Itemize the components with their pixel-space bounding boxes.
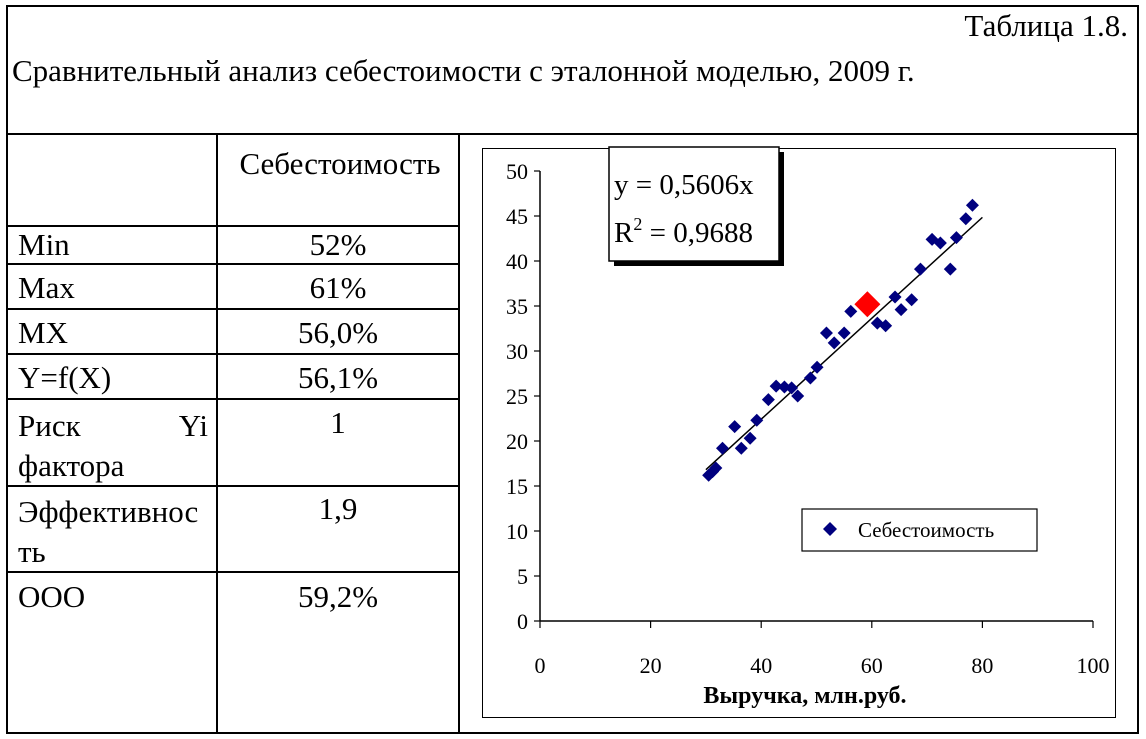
- r2-superscript: 2: [633, 214, 642, 234]
- row-label: Риск Yi фактора: [18, 408, 208, 483]
- row-value: 59,2%: [297, 579, 379, 614]
- row-divider: [6, 353, 458, 355]
- data-point: [728, 420, 742, 434]
- x-tick-label: 80: [971, 653, 993, 678]
- title-divider: [6, 133, 1139, 135]
- r2-label: R: [614, 217, 634, 249]
- y-tick-label: 50: [506, 159, 528, 184]
- x-axis-label: Выручка, млн.руб.: [703, 683, 906, 709]
- row-divider: [6, 225, 458, 227]
- highlight-point: [854, 291, 881, 318]
- data-point: [933, 236, 947, 250]
- chart-box: [482, 148, 1116, 718]
- table-frame: [6, 5, 1139, 734]
- data-point: [894, 303, 908, 317]
- y-tick-label: 30: [506, 339, 528, 364]
- x-tick-label: 0: [535, 653, 546, 678]
- row-divider: [6, 308, 458, 310]
- col-divider-2: [458, 133, 460, 734]
- data-point: [913, 262, 927, 276]
- x-tick-label: 100: [1077, 653, 1110, 678]
- y-tick-label: 25: [506, 384, 528, 409]
- data-point: [810, 360, 824, 374]
- y-tick-label: 40: [506, 249, 528, 274]
- data-point: [844, 304, 858, 318]
- legend-marker: [823, 522, 837, 536]
- data-point: [734, 441, 748, 455]
- y-tick-label: 15: [506, 474, 528, 499]
- data-point: [769, 379, 783, 393]
- table-title: Сравнительный анализ себестоимости с эта…: [12, 53, 915, 88]
- row-value: 52%: [309, 227, 367, 262]
- row-label: Y=f(X): [18, 360, 112, 395]
- legend-box: [801, 508, 1038, 552]
- r2-text: R2 = 0,9688: [614, 214, 753, 249]
- row-value: 56,0%: [297, 315, 379, 350]
- x-tick-label: 60: [861, 653, 883, 678]
- r2-value: = 0,9688: [642, 217, 753, 249]
- row-divider: [6, 485, 458, 487]
- data-point: [827, 336, 841, 350]
- data-point: [888, 290, 902, 304]
- row-divider: [6, 398, 458, 400]
- row-label: Эффективность: [18, 494, 199, 569]
- y-tick-label: 20: [506, 429, 528, 454]
- equation-box: [608, 146, 780, 262]
- data-point: [879, 319, 893, 333]
- data-point: [803, 371, 817, 385]
- column-header: Себестоимость: [239, 146, 441, 181]
- data-point: [761, 393, 775, 407]
- data-point: [709, 461, 723, 475]
- x-tick-label: 20: [640, 653, 662, 678]
- row-label: Min: [18, 227, 70, 262]
- data-point: [750, 413, 764, 427]
- row-divider: [6, 263, 458, 265]
- data-point: [965, 198, 979, 212]
- data-point: [791, 389, 805, 403]
- data-point: [959, 212, 973, 226]
- data-point: [715, 441, 729, 455]
- data-point: [743, 431, 757, 445]
- data-point: [943, 262, 957, 276]
- y-tick-label: 10: [506, 519, 528, 544]
- data-point: [949, 231, 963, 245]
- row-label: Max: [18, 270, 75, 305]
- row-value: 1,9: [318, 491, 358, 526]
- y-tick-label: 5: [517, 564, 528, 589]
- data-point: [785, 381, 799, 395]
- row-divider: [6, 571, 458, 573]
- y-tick-label: 0: [517, 609, 528, 634]
- data-point: [905, 293, 919, 307]
- row-label: ООО: [18, 579, 86, 614]
- data-point: [837, 326, 851, 340]
- row-value: 61%: [309, 270, 367, 305]
- row-value: 1: [330, 405, 346, 440]
- y-tick-label: 45: [506, 204, 528, 229]
- col-divider-1: [216, 133, 218, 734]
- table-label: Таблица 1.8.: [964, 8, 1128, 43]
- y-tick-label: 35: [506, 294, 528, 319]
- equation-text: y = 0,5606x: [614, 169, 754, 201]
- row-label: MX: [18, 315, 68, 350]
- trendline: [705, 216, 983, 471]
- data-point: [819, 326, 833, 340]
- legend-label: Себестоимость: [858, 518, 994, 542]
- x-tick-label: 40: [750, 653, 772, 678]
- row-value: 56,1%: [297, 360, 379, 395]
